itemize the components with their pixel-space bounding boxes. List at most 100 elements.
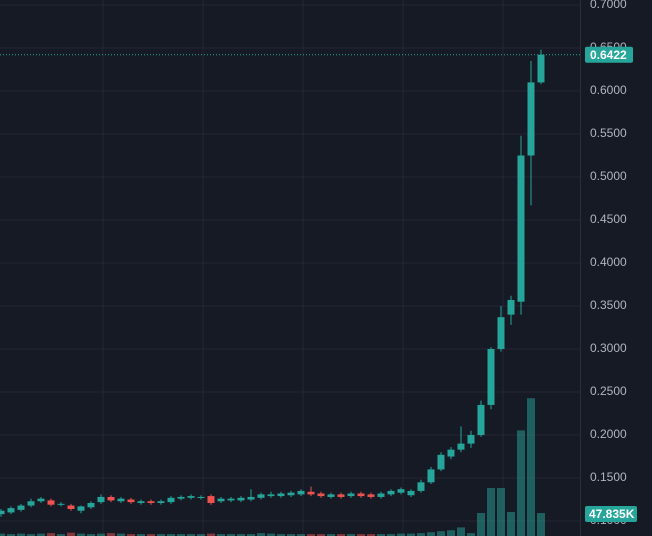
candle-body xyxy=(177,496,185,499)
candle-body xyxy=(527,82,535,156)
candle-body xyxy=(107,496,115,501)
last-price-box xyxy=(585,46,633,63)
volume-bar xyxy=(107,533,115,536)
volume-bar xyxy=(537,513,545,536)
candle-body xyxy=(67,505,75,509)
volume-bar xyxy=(507,512,515,536)
volume-bar xyxy=(97,533,105,536)
candle-body xyxy=(207,496,215,503)
volume-bar xyxy=(397,533,405,536)
candle-body xyxy=(127,499,135,503)
volume-bar xyxy=(317,534,325,536)
volume-bar xyxy=(37,533,45,536)
last-volume-box xyxy=(585,506,637,523)
volume-bar xyxy=(197,534,205,536)
volume-bar xyxy=(297,534,305,536)
candle-body xyxy=(477,404,485,436)
volume-bar xyxy=(327,534,335,536)
last-price-label: 0.6422 xyxy=(590,48,627,62)
candle-body xyxy=(427,469,435,483)
volume-bar xyxy=(517,430,525,536)
candle-body xyxy=(367,494,375,497)
candle-body xyxy=(287,492,295,496)
y-tick-label: 0.7000 xyxy=(590,0,627,11)
volume-bar xyxy=(207,533,215,536)
candle-body xyxy=(247,496,255,500)
candle-body xyxy=(37,498,45,502)
candle-body xyxy=(397,489,405,493)
volume-bar xyxy=(387,534,395,536)
volume-bar xyxy=(407,533,415,536)
candle-body xyxy=(0,510,5,515)
candle-body xyxy=(387,490,395,495)
candle-body xyxy=(217,498,225,502)
candle-body xyxy=(97,496,105,503)
volume-bar xyxy=(447,530,455,536)
candle-body xyxy=(457,443,465,450)
volume-bar xyxy=(487,488,495,536)
volume-bar xyxy=(337,534,345,536)
volume-bar xyxy=(497,488,505,536)
volume-bar xyxy=(157,534,165,536)
candle-body xyxy=(227,498,235,501)
volume-bar xyxy=(307,534,315,536)
vertical-grid xyxy=(102,0,504,536)
candle-body xyxy=(47,500,55,505)
y-tick-label: 0.3500 xyxy=(590,298,627,312)
candle-body xyxy=(137,501,145,503)
y-tick-label: 0.5000 xyxy=(590,169,627,183)
candle-body xyxy=(327,494,335,497)
candle-body xyxy=(467,435,475,444)
candle-body xyxy=(277,493,285,497)
volume-bar xyxy=(437,531,445,536)
volume-bar xyxy=(267,533,275,536)
volume-bar xyxy=(87,534,95,536)
volume-bar xyxy=(357,534,365,536)
volume-bar xyxy=(287,534,295,536)
volume-bar xyxy=(117,533,125,536)
candle-body xyxy=(417,482,425,491)
candle-body xyxy=(77,506,85,511)
candle-body xyxy=(57,503,65,505)
candle-body xyxy=(237,497,245,501)
y-tick-label: 0.2500 xyxy=(590,384,627,398)
y-tick-label: 0.4000 xyxy=(590,255,627,269)
volume-bar xyxy=(77,533,85,536)
volume-bar xyxy=(467,533,475,536)
volume-bar xyxy=(377,534,385,536)
volume-bar xyxy=(47,533,55,536)
volume-bar xyxy=(367,534,375,536)
y-tick-label: 0.1500 xyxy=(590,470,627,484)
last-volume-label: 47.835K xyxy=(589,507,635,521)
volume-bar xyxy=(247,534,255,536)
volume-bar xyxy=(427,532,435,536)
volume-bar xyxy=(257,533,265,536)
y-tick-label: 0.4500 xyxy=(590,212,627,226)
volume-bar xyxy=(417,533,425,536)
candle-body xyxy=(377,493,385,497)
candle-body xyxy=(167,497,175,503)
candle-body xyxy=(307,491,315,495)
candle-body xyxy=(17,505,25,510)
candle-body xyxy=(487,349,495,405)
candle-body xyxy=(147,501,155,503)
volume-bar xyxy=(457,527,465,536)
candle-body xyxy=(27,501,35,506)
candle-body xyxy=(267,494,275,497)
volume-bar xyxy=(237,534,245,536)
candle-body xyxy=(197,496,205,498)
candle-body xyxy=(87,502,95,508)
volume-bar xyxy=(277,534,285,536)
y-tick-label: 0.5500 xyxy=(590,126,627,140)
candle-body xyxy=(357,493,365,497)
candle-body xyxy=(407,490,415,496)
candle-body xyxy=(517,155,525,302)
candle-body xyxy=(337,494,345,497)
candle-body xyxy=(297,490,305,495)
candle-body xyxy=(157,501,165,503)
volume-bar xyxy=(27,534,35,536)
volume-bar xyxy=(347,534,355,536)
candle-body xyxy=(187,496,195,498)
candle-body xyxy=(317,493,325,497)
